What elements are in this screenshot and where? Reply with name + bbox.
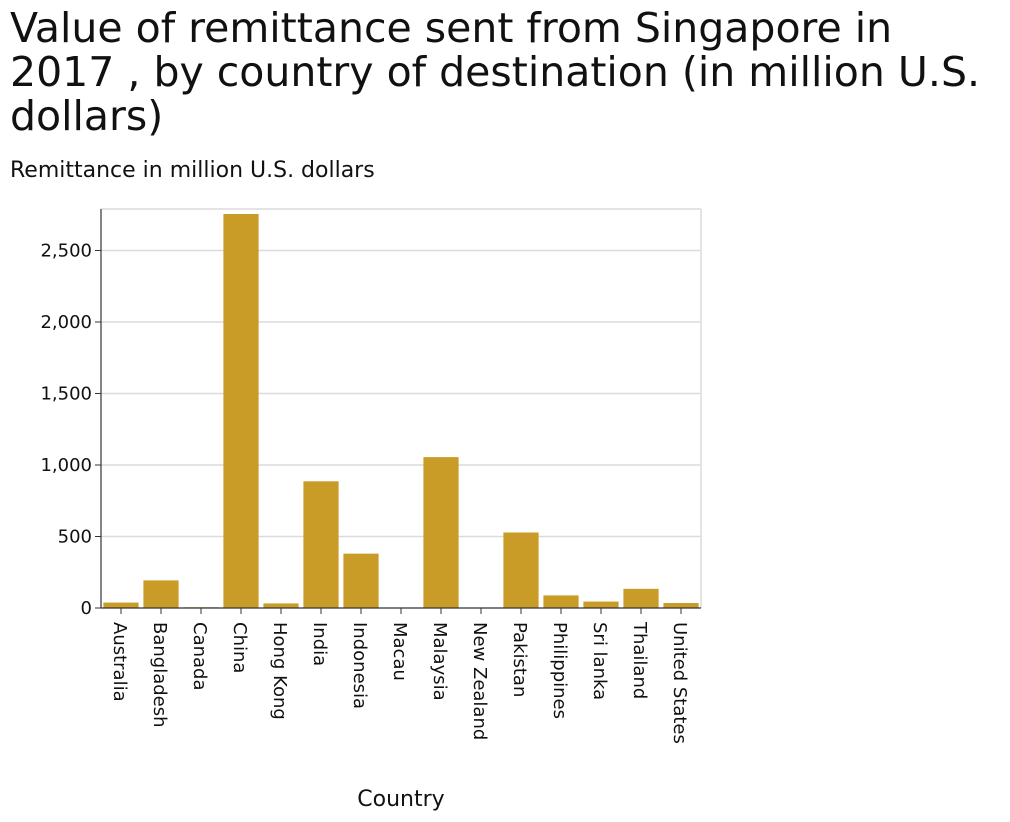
bar-sri-lanka	[583, 602, 618, 608]
bar-hong-kong	[263, 603, 298, 608]
bar-indonesia	[343, 554, 378, 608]
y-tick-labels: 0 500 1,000 1,500 2,000 2,500	[40, 240, 92, 619]
bars	[103, 214, 698, 609]
x-tick-label: Hong Kong	[269, 622, 290, 720]
x-tick-label: New Zealand	[469, 622, 490, 740]
x-tick-label: India	[309, 622, 330, 666]
y-tick-label: 2,000	[40, 312, 92, 333]
y-tick-label: 1,000	[40, 455, 92, 476]
bar-philippines	[543, 595, 578, 608]
bar-bangladesh	[143, 580, 178, 608]
y-tick-label: 2,500	[40, 240, 92, 261]
x-tick-label: Bangladesh	[149, 622, 170, 728]
x-tick-label: Thailand	[629, 621, 650, 699]
y-tick-label: 500	[58, 526, 92, 547]
bar-china	[223, 214, 258, 608]
bar-india	[303, 481, 338, 608]
x-tick-label: United States	[669, 622, 690, 744]
x-tick-label: Australia	[109, 622, 130, 702]
x-tick-label: Malaysia	[429, 622, 450, 701]
bar-malaysia	[423, 457, 458, 608]
bar-thailand	[623, 589, 658, 608]
x-tick-labels: Australia Bangladesh Canada China Hong Kong I…	[109, 621, 690, 744]
x-tick-label: Pakistan	[509, 622, 530, 697]
bar-united-states	[663, 603, 698, 608]
x-tick-label: China	[229, 622, 250, 673]
y-tick-label: 1,500	[40, 383, 92, 404]
gridlines	[101, 209, 701, 608]
x-tick-label: Sri lanka	[589, 622, 610, 700]
x-tick-label: Macau	[389, 622, 410, 681]
axes	[95, 209, 701, 614]
x-axis-label: Country	[357, 787, 444, 812]
y-tick-label: 0	[81, 598, 92, 619]
bar-australia	[103, 603, 138, 608]
x-tick-label: Indonesia	[349, 622, 370, 709]
bar-pakistan	[503, 532, 538, 608]
x-tick-label: Philippines	[549, 622, 570, 719]
x-tick-label: Canada	[189, 622, 210, 691]
